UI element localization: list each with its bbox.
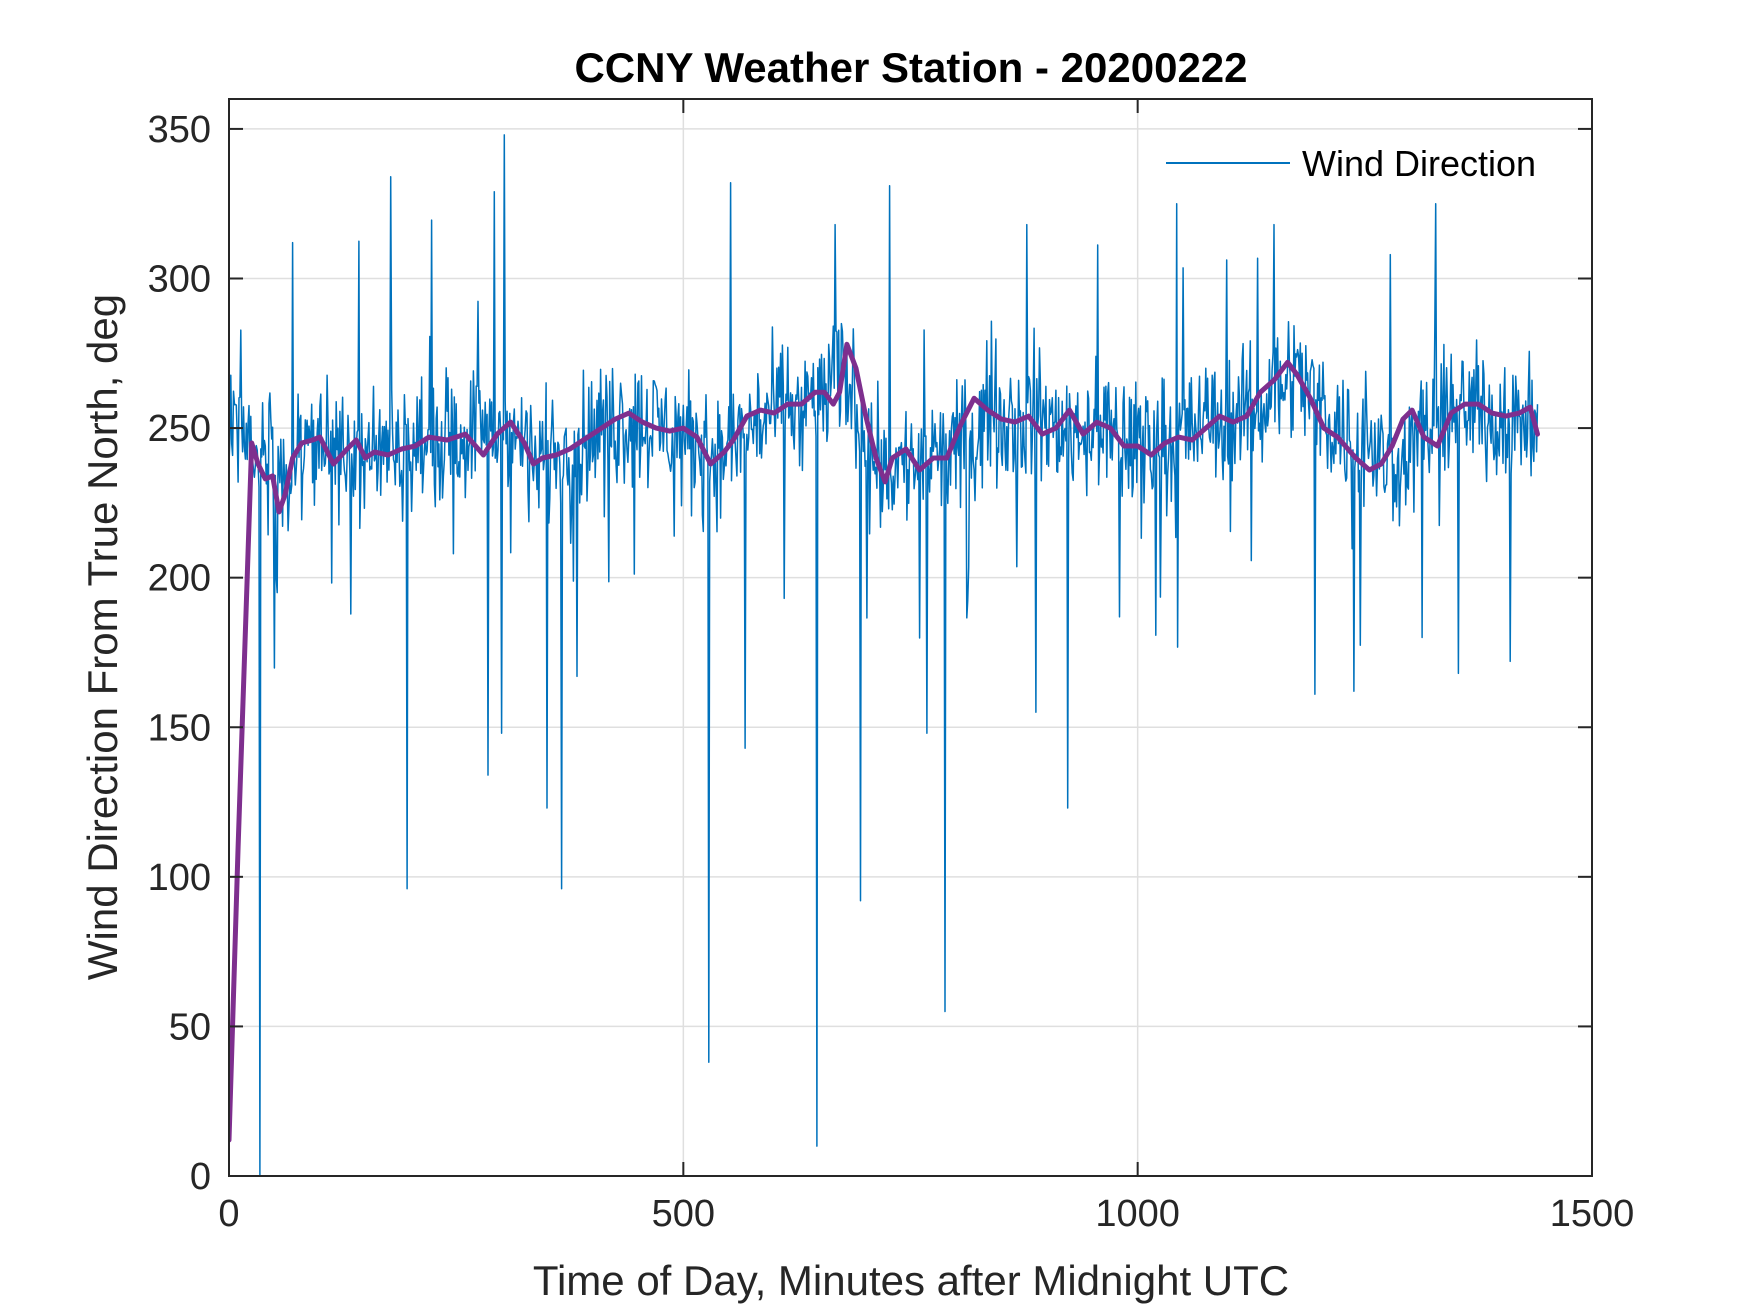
y-tick-label: 0 <box>190 1156 211 1198</box>
y-axis-label: Wind Direction From True North, deg <box>79 294 126 980</box>
y-tick-label: 300 <box>148 259 211 301</box>
y-tick-label: 250 <box>148 408 211 450</box>
legend-label-wind-direction: Wind Direction <box>1302 143 1536 184</box>
x-tick-label: 0 <box>218 1193 239 1235</box>
x-axis-label: Time of Day, Minutes after Midnight UTC <box>533 1257 1289 1304</box>
y-tick-label: 100 <box>148 857 211 899</box>
series-line-wind-direction <box>229 134 1539 1176</box>
plot-frame <box>228 98 1593 1177</box>
y-tick-label: 200 <box>148 558 211 600</box>
x-axis-ticks: 0 500 1000 1500 <box>218 99 1634 1235</box>
x-tick-label: 1500 <box>1550 1193 1635 1235</box>
chart-title: CCNY Weather Station - 20200222 <box>574 44 1247 91</box>
x-tick-label: 500 <box>652 1193 715 1235</box>
plot-area <box>229 99 1592 1176</box>
y-tick-label: 150 <box>148 707 211 749</box>
series-line-moving-average <box>229 341 1540 1143</box>
y-tick-label: 50 <box>169 1006 211 1048</box>
y-axis-ticks: 0 50 100 150 200 250 300 350 <box>148 109 1592 1198</box>
y-tick-label: 350 <box>148 109 211 151</box>
plot-content <box>229 134 1540 1176</box>
x-tick-label: 1000 <box>1095 1193 1180 1235</box>
legend: Wind Direction <box>1166 143 1536 184</box>
